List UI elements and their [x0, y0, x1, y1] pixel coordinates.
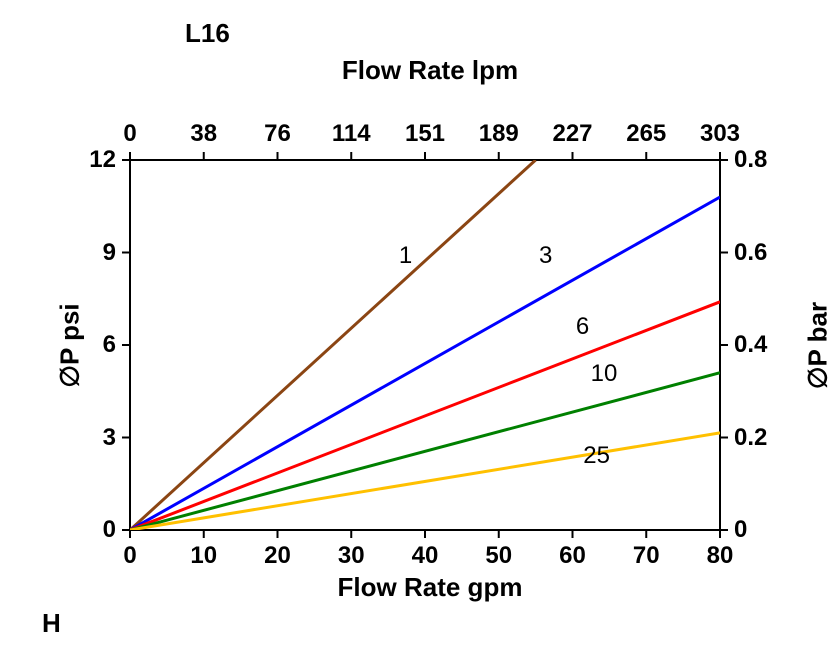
y-right-tick-label: 0 [734, 516, 784, 544]
x-bottom-tick-label: 30 [323, 542, 379, 570]
y-right-tick-label: 0.4 [734, 331, 784, 359]
x-top-tick-label: 189 [469, 120, 529, 148]
x-bottom-tick-label: 50 [471, 542, 527, 570]
series-label-10: 10 [591, 360, 618, 388]
x-bottom-tick-label: 0 [102, 542, 158, 570]
x-bottom-tick-label: 60 [545, 542, 601, 570]
x-top-tick-label: 76 [248, 120, 308, 148]
series-label-6: 6 [576, 313, 589, 341]
x-top-tick-label: 265 [616, 120, 676, 148]
chart-container: { "chart": { "type": "line", "title": "L… [0, 0, 838, 646]
y-left-tick-label: 9 [76, 239, 116, 267]
x-bottom-tick-label: 20 [250, 542, 306, 570]
y-right-tick-label: 0.6 [734, 239, 784, 267]
y-left-tick-label: 3 [76, 424, 116, 452]
series-10 [130, 373, 720, 530]
x-bottom-tick-label: 80 [692, 542, 748, 570]
x-top-tick-label: 38 [174, 120, 234, 148]
y-right-tick-label: 0.2 [734, 424, 784, 452]
series-label-1: 1 [399, 242, 412, 270]
series-6 [130, 302, 720, 530]
x-bottom-tick-label: 40 [397, 542, 453, 570]
x-bottom-tick-label: 70 [618, 542, 674, 570]
x-top-tick-label: 114 [321, 120, 381, 148]
series-label-25: 25 [583, 442, 610, 470]
x-top-tick-label: 151 [395, 120, 455, 148]
y-left-tick-label: 12 [76, 146, 116, 174]
y-left-tick-label: 6 [76, 331, 116, 359]
x-top-tick-label: 303 [690, 120, 750, 148]
series-label-3: 3 [539, 242, 552, 270]
x-bottom-tick-label: 10 [176, 542, 232, 570]
x-top-tick-label: 227 [543, 120, 603, 148]
y-right-tick-label: 0.8 [734, 146, 784, 174]
y-left-tick-label: 0 [76, 516, 116, 544]
x-top-tick-label: 0 [100, 120, 160, 148]
